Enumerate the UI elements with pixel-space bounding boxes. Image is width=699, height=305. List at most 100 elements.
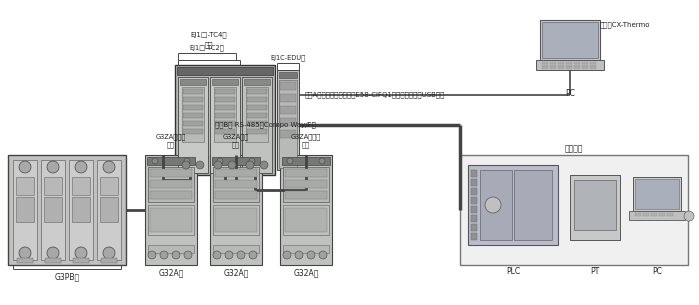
Circle shape bbox=[184, 158, 190, 164]
Bar bbox=[542, 22, 598, 58]
Bar bbox=[13, 160, 37, 260]
Bar bbox=[283, 205, 329, 235]
Circle shape bbox=[283, 251, 291, 259]
Bar bbox=[566, 62, 572, 64]
Bar bbox=[542, 65, 548, 67]
Circle shape bbox=[182, 161, 190, 169]
Bar bbox=[279, 80, 297, 168]
Bar bbox=[183, 97, 203, 102]
Circle shape bbox=[103, 247, 115, 259]
Bar bbox=[213, 245, 259, 253]
Bar bbox=[542, 67, 548, 69]
Bar bbox=[282, 157, 330, 165]
Circle shape bbox=[485, 197, 501, 213]
Bar bbox=[590, 65, 596, 67]
Bar bbox=[183, 89, 203, 94]
Circle shape bbox=[684, 211, 694, 221]
Text: G3ZA型连
接口: G3ZA型连 接口 bbox=[223, 134, 249, 148]
Bar bbox=[471, 215, 477, 222]
Bar bbox=[280, 82, 296, 90]
Bar bbox=[574, 62, 580, 64]
Text: EJ1C-EDU型: EJ1C-EDU型 bbox=[271, 55, 305, 61]
Bar bbox=[150, 180, 192, 188]
Text: 设定用CX-Thermo: 设定用CX-Thermo bbox=[600, 22, 651, 28]
Bar bbox=[183, 105, 203, 110]
Circle shape bbox=[172, 251, 180, 259]
Bar bbox=[277, 70, 299, 170]
Bar bbox=[148, 167, 194, 202]
Bar bbox=[651, 213, 657, 216]
Bar bbox=[182, 87, 204, 142]
Bar bbox=[212, 157, 260, 165]
Bar bbox=[210, 77, 240, 173]
Circle shape bbox=[213, 251, 221, 259]
Circle shape bbox=[103, 161, 115, 173]
Bar bbox=[280, 106, 296, 114]
Bar bbox=[215, 191, 257, 199]
Bar bbox=[148, 205, 194, 235]
Bar bbox=[183, 121, 203, 126]
Bar bbox=[582, 65, 588, 67]
Circle shape bbox=[214, 161, 222, 169]
Bar bbox=[540, 20, 600, 60]
Bar bbox=[177, 67, 273, 75]
Bar bbox=[215, 89, 235, 94]
Bar bbox=[73, 258, 89, 263]
Bar bbox=[100, 177, 118, 195]
Bar bbox=[285, 180, 327, 188]
Bar bbox=[582, 67, 588, 69]
Bar bbox=[471, 233, 477, 240]
Bar bbox=[558, 67, 564, 69]
Circle shape bbox=[148, 251, 156, 259]
Bar bbox=[150, 191, 192, 199]
Circle shape bbox=[249, 158, 255, 164]
Bar bbox=[471, 206, 477, 213]
Text: 上级设备: 上级设备 bbox=[565, 145, 583, 153]
Circle shape bbox=[307, 251, 315, 259]
Circle shape bbox=[75, 247, 87, 259]
Bar bbox=[285, 191, 327, 199]
Bar bbox=[150, 169, 192, 177]
Bar bbox=[16, 197, 34, 222]
Bar bbox=[643, 213, 649, 216]
Bar bbox=[45, 258, 61, 263]
Text: 端口A（连接器）：可通过E58-CIFQ1型（另售）进行USB连接: 端口A（连接器）：可通过E58-CIFQ1型（另售）进行USB连接 bbox=[305, 92, 445, 98]
Text: EJ1□-TC2型: EJ1□-TC2型 bbox=[189, 45, 224, 51]
Circle shape bbox=[217, 158, 223, 164]
Bar bbox=[215, 169, 257, 177]
Bar bbox=[550, 62, 556, 64]
Bar bbox=[247, 121, 267, 126]
Circle shape bbox=[152, 158, 158, 164]
Bar bbox=[215, 113, 235, 118]
Bar bbox=[283, 167, 329, 202]
Bar bbox=[570, 175, 620, 240]
Bar bbox=[44, 177, 62, 195]
Bar bbox=[100, 197, 118, 222]
Bar bbox=[635, 179, 679, 209]
Bar bbox=[460, 155, 688, 265]
Bar bbox=[590, 67, 596, 69]
Bar bbox=[582, 62, 588, 64]
Bar bbox=[471, 224, 477, 231]
Bar bbox=[215, 180, 257, 188]
Bar bbox=[215, 129, 235, 134]
Bar bbox=[667, 213, 673, 216]
Bar bbox=[471, 179, 477, 186]
Circle shape bbox=[287, 158, 293, 164]
Circle shape bbox=[19, 161, 31, 173]
Circle shape bbox=[160, 251, 168, 259]
Text: G3ZA型连接
端口: G3ZA型连接 端口 bbox=[156, 134, 186, 148]
Bar bbox=[280, 94, 296, 102]
Text: 端口B： RS-485（Compo Way/F）: 端口B： RS-485（Compo Way/F） bbox=[215, 122, 315, 128]
Circle shape bbox=[47, 161, 59, 173]
Bar bbox=[244, 79, 270, 85]
Bar bbox=[41, 160, 65, 260]
Bar bbox=[247, 105, 267, 110]
Text: PT: PT bbox=[591, 267, 600, 275]
Bar bbox=[215, 121, 235, 126]
Bar bbox=[148, 245, 194, 253]
Bar bbox=[480, 170, 512, 240]
Circle shape bbox=[319, 158, 325, 164]
Circle shape bbox=[260, 161, 268, 169]
Bar bbox=[242, 77, 272, 173]
